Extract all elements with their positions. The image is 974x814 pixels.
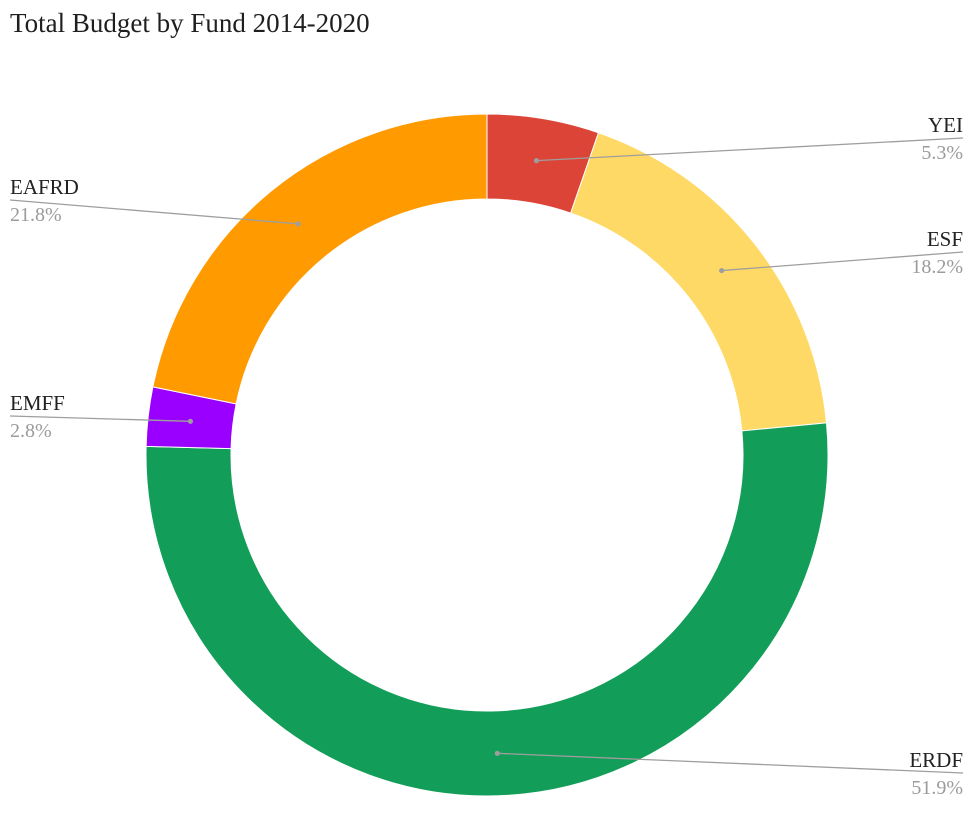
slice-erdf[interactable] [145, 422, 829, 797]
label-erdf: ERDF [909, 748, 963, 772]
slice-esf[interactable] [570, 132, 828, 432]
leader-line-erdf [497, 752, 964, 774]
chart-title: Total Budget by Fund 2014-2020 [10, 8, 370, 38]
label-group: YEI 5.3% ESF 18.2% ERDF 51.9% EMFF 2.8% EAFRD 21.… [9, 113, 964, 799]
value-label-emff: 2.8% [10, 420, 52, 442]
value-label-erdf: 51.9% [911, 777, 963, 799]
leader-line-eafrd [9, 199, 299, 225]
leader-line-emff [9, 415, 191, 422]
label-eafrd: EAFRD [10, 175, 79, 199]
value-label-eafrd: 21.8% [10, 204, 62, 226]
label-yei: YEI [928, 113, 963, 137]
slice-group [145, 113, 829, 797]
label-esf: ESF [927, 227, 963, 251]
value-label-yei: 5.3% [921, 142, 963, 164]
slice-eafrd[interactable] [152, 113, 488, 405]
leader-line-yei [536, 137, 964, 162]
leader-line-esf [721, 251, 964, 272]
value-label-esf: 18.2% [911, 256, 963, 278]
label-emff: EMFF [10, 391, 65, 415]
